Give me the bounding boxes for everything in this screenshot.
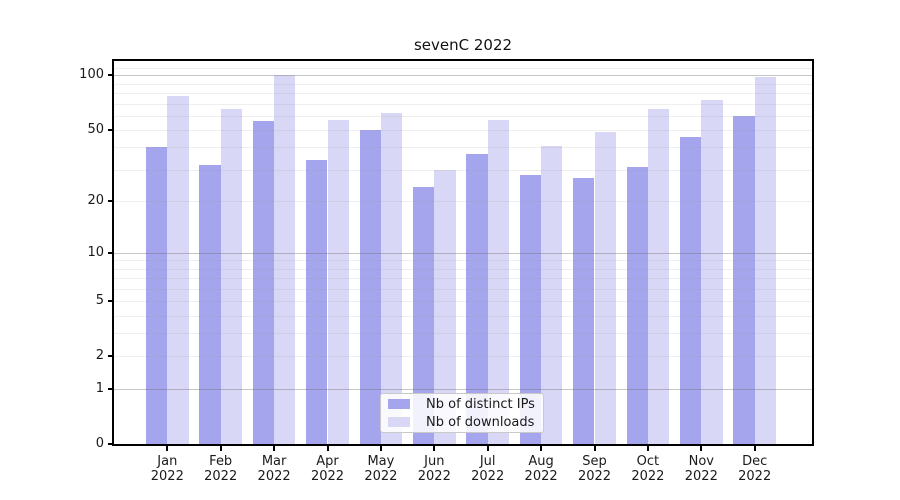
y-tick-50 [108, 129, 114, 131]
bar-downloads-apr [327, 119, 349, 444]
x-tick-label-jun: Jun 2022 [417, 454, 451, 484]
bar-downloads-mar [274, 75, 296, 444]
legend-swatch-distinct-ips [388, 399, 410, 409]
bar-downloads-jan [167, 96, 189, 444]
x-tick-label-feb: Feb 2022 [204, 454, 238, 484]
x-tick-mar [273, 446, 276, 451]
plot-area [114, 61, 812, 444]
gridline-minor-3 [114, 333, 812, 335]
gridline-minor-9 [114, 260, 812, 262]
x-tick-label-oct: Oct 2022 [631, 454, 665, 484]
legend-swatch-downloads [388, 417, 410, 427]
legend-item-distinct-ips: Nb of distinct IPs [381, 397, 543, 412]
gridline-minor-40 [114, 147, 812, 149]
bar-distinct-ips-nov [680, 136, 702, 444]
bar-downloads-nov [701, 100, 723, 444]
bar-distinct-ips-mar [252, 121, 275, 444]
x-tick-label-apr: Apr 2022 [310, 454, 345, 484]
gridline-minor-4 [114, 315, 812, 317]
chart-title: sevenC 2022 [413, 36, 513, 54]
x-tick-label-jul: Jul 2022 [471, 454, 505, 484]
x-tick-nov [700, 446, 703, 451]
gridline-minor-6 [114, 288, 812, 290]
bar-downloads-jun [434, 169, 456, 444]
x-tick-label-aug: Aug 2022 [524, 454, 558, 484]
bar-distinct-ips-aug [519, 175, 542, 444]
legend-item-downloads: Nb of downloads [381, 415, 543, 430]
gridline-minor-30 [114, 169, 812, 171]
x-tick-feb [219, 446, 222, 451]
y-tick-label-1: 1 [95, 380, 104, 396]
x-tick-jan [166, 446, 169, 451]
y-tick-2 [108, 355, 114, 358]
bar-downloads-oct [647, 109, 670, 444]
x-tick-oct [646, 446, 649, 451]
x-tick-jun [433, 446, 436, 451]
y-tick-0 [108, 443, 114, 445]
y-tick-1 [108, 387, 114, 390]
legend: Nb of distinct IPs Nb of downloads [380, 393, 544, 433]
bar-distinct-ips-dec [733, 115, 755, 444]
bar-distinct-ips-may [359, 130, 381, 444]
gridline-major-1 [114, 388, 812, 390]
bar-downloads-jul [487, 119, 509, 444]
bar-distinct-ips-jan [146, 147, 168, 444]
gridline-minor-110 [114, 67, 812, 69]
y-tick-label-0: 0 [95, 436, 104, 451]
y-tick-label-10: 10 [87, 244, 104, 260]
x-tick-dec [753, 446, 756, 451]
gridline-minor-90 [114, 83, 812, 85]
gridline-minor-70 [114, 103, 812, 105]
gridline-minor-8 [114, 268, 812, 270]
bar-distinct-ips-jun [413, 186, 435, 444]
gridline-minor-7 [114, 277, 812, 279]
x-tick-label-mar: Mar 2022 [257, 454, 291, 484]
y-tick-10 [108, 251, 114, 254]
gridline-major-100 [114, 75, 812, 77]
gridline-minor-20 [114, 200, 812, 202]
y-tick-label-5: 5 [95, 292, 104, 308]
legend-label-distinct-ips: Nb of distinct IPs [426, 396, 535, 412]
y-tick-label-2: 2 [95, 348, 104, 364]
y-tick-label-100: 100 [79, 67, 104, 83]
y-tick-5 [108, 299, 114, 302]
x-tick-label-nov: Nov 2022 [684, 454, 718, 484]
x-tick-aug [540, 446, 543, 451]
bar-distinct-ips-feb [199, 164, 221, 444]
bar-downloads-aug [541, 145, 563, 444]
x-tick-sep [593, 446, 596, 451]
bar-distinct-ips-sep [573, 177, 595, 444]
bar-distinct-ips-jul [466, 153, 488, 444]
gridline-minor-2 [114, 356, 812, 358]
bar-downloads-may [380, 113, 403, 444]
y-tick-20 [108, 199, 114, 202]
x-tick-apr [326, 446, 329, 451]
y-tick-100 [108, 74, 114, 77]
legend-label-downloads: Nb of downloads [426, 414, 535, 430]
gridline-minor-80 [114, 93, 812, 95]
bar-distinct-ips-apr [306, 160, 328, 444]
gridline-minor-50 [114, 130, 812, 131]
x-tick-label-dec: Dec 2022 [738, 454, 772, 484]
bar-downloads-dec [754, 77, 776, 444]
gridline-minor-5 [114, 300, 812, 302]
y-tick-label-20: 20 [87, 192, 104, 208]
x-tick-label-jan: Jan 2022 [150, 454, 184, 484]
x-tick-label-sep: Sep 2022 [577, 454, 612, 484]
gridline-major-10 [114, 252, 812, 254]
bar-downloads-sep [594, 131, 616, 444]
bar-downloads-feb [220, 109, 242, 444]
gridline-minor-60 [114, 115, 812, 117]
x-tick-jul [486, 446, 489, 451]
bar-distinct-ips-oct [626, 167, 648, 444]
x-tick-may [379, 446, 382, 451]
x-tick-label-may: May 2022 [364, 454, 398, 484]
y-tick-label-50: 50 [87, 122, 104, 137]
